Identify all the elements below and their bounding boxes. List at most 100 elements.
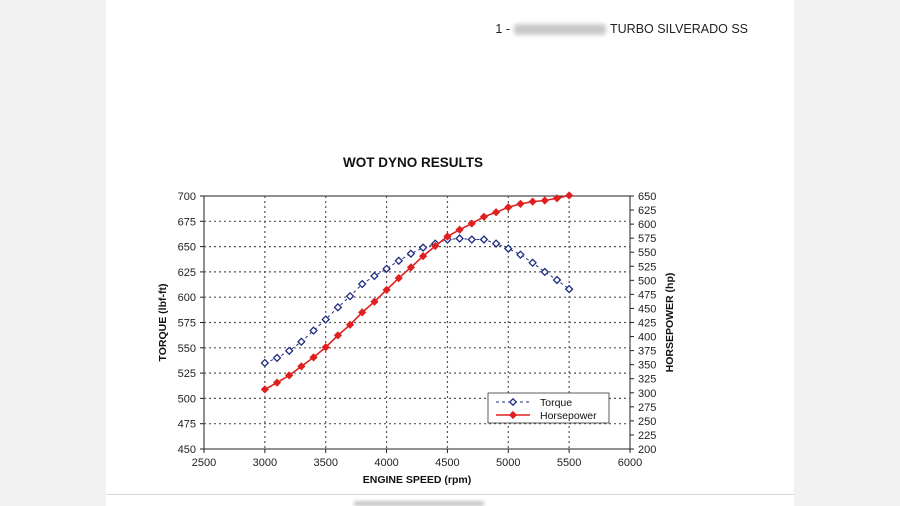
horsepower-data-point <box>443 232 452 241</box>
x-axis-label: ENGINE SPEED (rpm) <box>363 474 472 486</box>
y-right-tick-label: 575 <box>638 233 656 245</box>
y-left-tick-label: 575 <box>178 318 196 330</box>
horsepower-data-point <box>272 378 282 387</box>
y-right-tick-label: 275 <box>638 402 656 414</box>
legend-label: Horsepower <box>540 410 597 422</box>
torque-data-point <box>491 239 501 248</box>
horsepower-data-point <box>370 297 379 306</box>
horsepower-data-point <box>552 194 562 203</box>
redacted-footer-text <box>354 501 484 506</box>
y-left-tick-label: 525 <box>178 368 196 380</box>
horsepower-data-point <box>418 252 428 261</box>
y-left-axis-label: TORQUE (lbf-ft) <box>157 284 169 362</box>
horsepower-data-point <box>467 219 476 228</box>
y-right-tick-label: 200 <box>638 444 656 456</box>
page-header: 1 - TURBO SILVERADO SS <box>495 22 748 36</box>
torque-data-point <box>382 264 391 274</box>
legend-box <box>487 392 610 424</box>
horsepower-data-point <box>333 331 343 340</box>
y-right-tick-label: 525 <box>638 261 656 273</box>
y-left-tick-label: 450 <box>178 444 196 456</box>
horsepower-data-point <box>540 196 549 205</box>
legend-marker <box>508 410 518 420</box>
x-tick-label: 6000 <box>618 457 642 469</box>
y-right-tick-label: 350 <box>638 360 656 372</box>
torque-data-point <box>406 249 416 259</box>
torque-data-point <box>321 315 331 324</box>
horsepower-data-point <box>406 263 416 272</box>
page-divider <box>106 494 794 495</box>
y-right-tick-label: 600 <box>638 219 656 231</box>
horsepower-data-point <box>358 308 367 317</box>
horsepower-data-point <box>297 362 306 371</box>
y-right-axis-label: HORSEPOWER (hp) <box>664 273 676 373</box>
torque-data-point <box>552 275 562 285</box>
y-left-tick-label: 600 <box>178 292 196 304</box>
x-tick-label: 4000 <box>374 457 398 469</box>
y-right-tick-label: 225 <box>638 430 656 442</box>
torque-data-point <box>418 243 428 252</box>
torque-data-point <box>516 250 525 260</box>
horsepower-data-point <box>455 225 464 234</box>
x-tick-label: 2500 <box>192 457 216 469</box>
horsepower-data-point <box>504 203 513 212</box>
horsepower-data-point <box>431 241 440 251</box>
horsepower-data-point <box>321 343 330 352</box>
y-right-tick-label: 475 <box>638 289 656 301</box>
torque-data-point <box>528 258 537 268</box>
horsepower-data-point <box>260 385 269 394</box>
torque-data-point <box>394 256 404 266</box>
chart-title: WOT DYNO RESULTS <box>343 155 483 170</box>
y-left-tick-label: 650 <box>178 242 196 254</box>
legend-marker <box>508 397 518 407</box>
torque-data-point <box>503 244 513 253</box>
y-right-tick-label: 425 <box>638 318 656 330</box>
y-right-tick-label: 625 <box>638 205 656 217</box>
torque-data-point <box>333 303 343 312</box>
redacted-text <box>514 23 606 35</box>
torque-data-point <box>540 267 550 277</box>
horsepower-data-point <box>382 285 391 295</box>
x-tick-label: 4500 <box>435 457 459 469</box>
torque-data-point <box>479 235 489 244</box>
legend-label: Torque <box>540 397 572 409</box>
horsepower-data-point <box>285 371 294 380</box>
horsepower-data-point <box>309 353 318 362</box>
x-tick-label: 3500 <box>313 457 337 469</box>
y-right-tick-label: 400 <box>638 332 656 344</box>
y-left-tick-label: 500 <box>178 393 196 405</box>
torque-data-point <box>284 346 294 356</box>
horsepower-data-point <box>528 197 537 206</box>
torque-data-point <box>309 326 318 335</box>
torque-data-point <box>455 234 464 243</box>
torque-data-point <box>260 358 270 368</box>
y-left-tick-label: 675 <box>178 216 196 228</box>
y-right-tick-label: 300 <box>638 388 656 400</box>
horsepower-data-point <box>565 191 574 200</box>
horsepower-data-point <box>516 199 525 208</box>
torque-data-point <box>297 337 306 347</box>
header-vehicle-name: TURBO SILVERADO SS <box>610 22 748 36</box>
x-tick-label: 5500 <box>557 457 581 469</box>
torque-data-point <box>370 271 379 281</box>
y-right-tick-label: 250 <box>638 416 656 428</box>
torque-data-point <box>272 353 282 363</box>
y-left-tick-label: 475 <box>178 419 196 431</box>
y-right-tick-label: 450 <box>638 303 656 315</box>
torque-data-point <box>345 291 355 301</box>
torque-data-point <box>467 235 477 244</box>
y-right-tick-label: 650 <box>638 191 656 203</box>
x-tick-label: 3000 <box>253 457 277 469</box>
y-left-tick-label: 625 <box>178 267 196 279</box>
y-right-tick-label: 375 <box>638 346 656 358</box>
y-right-tick-label: 325 <box>638 374 656 386</box>
horsepower-data-point <box>394 273 403 283</box>
torque-data-point <box>564 284 574 294</box>
header-prefix: 1 - <box>495 22 510 36</box>
torque-data-point <box>357 279 367 289</box>
y-right-tick-label: 550 <box>638 247 656 259</box>
horsepower-data-point <box>345 320 355 329</box>
x-tick-label: 5000 <box>496 457 520 469</box>
y-left-tick-label: 550 <box>178 343 196 355</box>
y-right-tick-label: 500 <box>638 275 656 287</box>
